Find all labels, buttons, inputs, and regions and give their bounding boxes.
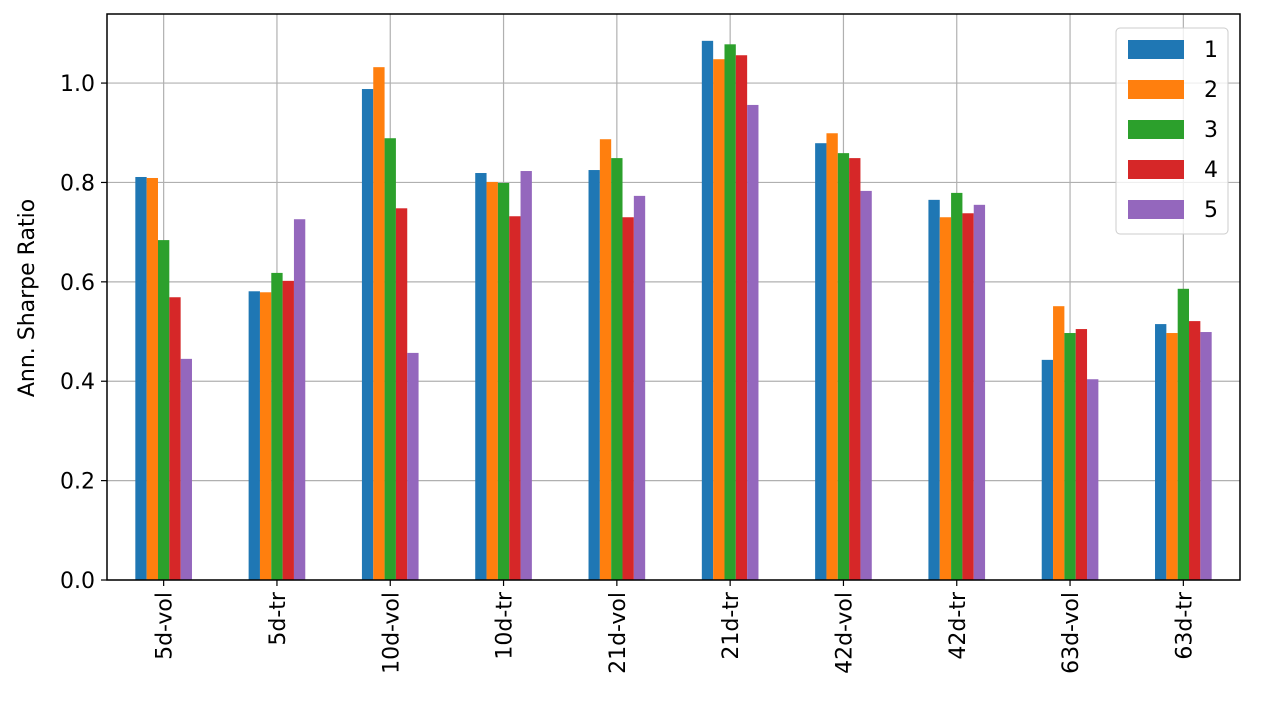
- bar: [259, 292, 272, 580]
- legend-swatch: [1128, 120, 1184, 139]
- bar: [1177, 288, 1190, 580]
- bar: [962, 213, 974, 581]
- x-tick-label: 10d-vol: [379, 592, 404, 674]
- bar: [248, 291, 260, 580]
- bar: [509, 216, 521, 581]
- y-tick-label: 0.2: [60, 470, 95, 495]
- bar: [826, 133, 838, 580]
- bar: [1087, 379, 1099, 580]
- bar: [701, 40, 714, 581]
- bar: [735, 55, 748, 581]
- legend-swatch: [1128, 80, 1184, 99]
- bar: [1041, 359, 1054, 580]
- y-tick-label: 1.0: [60, 72, 95, 97]
- y-tick-label: 0.8: [60, 171, 95, 196]
- legend-label: 2: [1204, 78, 1218, 103]
- bar: [849, 158, 861, 580]
- x-tick-label: 5d-tr: [266, 591, 291, 646]
- bar: [135, 176, 147, 580]
- bar: [486, 181, 498, 580]
- legend-swatch: [1128, 40, 1184, 59]
- x-tick-label: 42d-vol: [832, 592, 857, 674]
- x-tick-label: 63d-vol: [1059, 592, 1084, 674]
- bar: [837, 153, 850, 581]
- bar: [1189, 321, 1201, 580]
- bar: [497, 182, 510, 580]
- bar: [282, 280, 294, 580]
- bar: [747, 104, 759, 580]
- x-tick-label: 5d-vol: [153, 592, 178, 660]
- bar: [622, 217, 634, 580]
- bar: [146, 177, 158, 580]
- bar: [724, 44, 736, 580]
- bar: [1166, 333, 1178, 580]
- bar: [713, 59, 725, 581]
- bar: [395, 208, 408, 580]
- y-axis-label: Ann. Sharpe Ratio: [15, 199, 40, 397]
- bar: [475, 173, 487, 581]
- bar: [611, 158, 623, 580]
- legend-label: 5: [1204, 198, 1218, 223]
- bar: [815, 143, 827, 580]
- bar: [157, 240, 170, 580]
- bar: [1155, 324, 1167, 580]
- bar: [1200, 332, 1212, 580]
- bar: [951, 192, 963, 580]
- bar: [939, 217, 952, 580]
- x-tick-label: 10d-tr: [493, 591, 518, 660]
- bar: [599, 139, 612, 580]
- bar: [180, 358, 192, 580]
- bar: [373, 67, 385, 580]
- plot-frame: [106, 13, 1241, 581]
- bar: [928, 199, 940, 580]
- bar: [588, 170, 600, 580]
- bar: [1053, 306, 1065, 580]
- bar: [407, 352, 419, 580]
- y-tick-label: 0.6: [60, 271, 95, 296]
- x-tick-label: 21d-tr: [719, 591, 744, 660]
- legend-label: 4: [1204, 158, 1218, 183]
- x-tick-label: 21d-vol: [606, 592, 631, 674]
- bar: [973, 204, 986, 581]
- bar: [271, 272, 283, 580]
- bar: [520, 171, 532, 580]
- x-tick-label: 42d-tr: [946, 591, 971, 660]
- x-tick-label: 63d-tr: [1172, 591, 1197, 660]
- y-tick-label: 0.4: [60, 370, 95, 395]
- bar: [361, 89, 374, 580]
- bar: [860, 190, 872, 580]
- bar: [169, 297, 181, 580]
- bar: [384, 138, 396, 580]
- bar: [1075, 329, 1088, 580]
- bar: [293, 219, 306, 581]
- bar: [633, 195, 646, 580]
- bar: [1064, 333, 1076, 580]
- legend-label: 1: [1204, 38, 1218, 63]
- legend-label: 3: [1204, 118, 1218, 143]
- legend-swatch: [1128, 200, 1184, 219]
- y-tick-label: 0.0: [60, 569, 95, 594]
- legend-swatch: [1128, 160, 1184, 179]
